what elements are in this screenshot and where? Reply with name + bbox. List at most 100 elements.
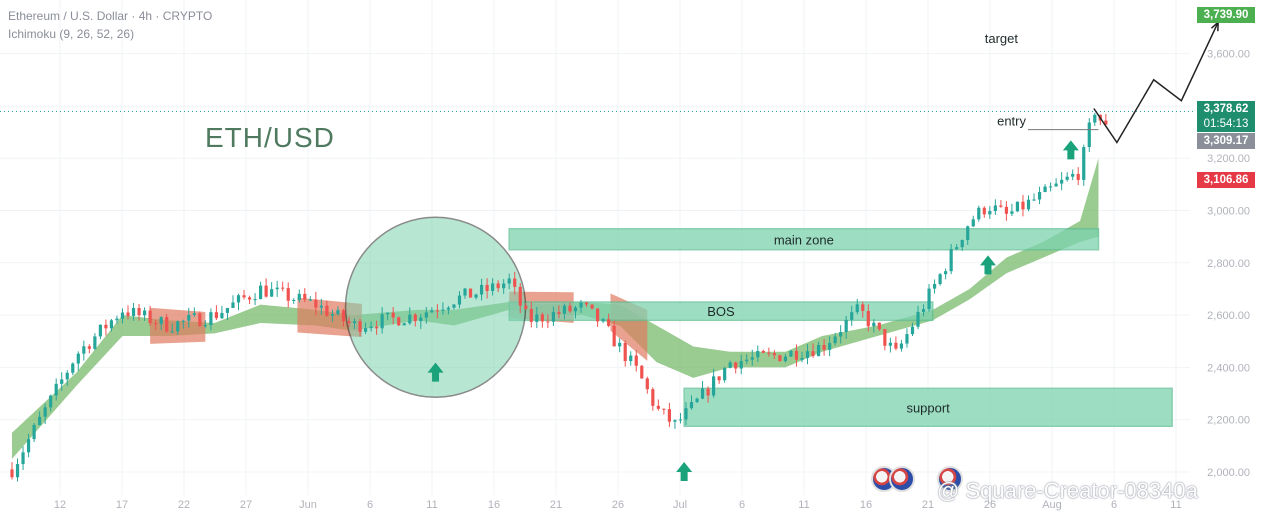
y-tick-label: 2,800.00 [1207,258,1250,270]
x-tick-label: 21 [922,499,934,511]
candle-body [170,331,174,333]
candle-body [695,398,699,403]
y-tick-label: 3,600.00 [1207,49,1250,61]
candle-body [165,317,169,332]
candle-body [778,355,782,362]
candle-body [1004,206,1008,214]
x-tick-label: Jun [299,499,317,511]
candle-body [26,439,31,453]
x-tick-label: 17 [116,499,128,511]
candle-body [1087,122,1091,148]
y-tick-label: 2,000.00 [1207,467,1250,479]
y-tick-label: 3,000.00 [1207,206,1250,218]
x-tick-label: 11 [1170,499,1181,511]
candle-body [678,419,683,421]
candle-body [717,376,721,381]
candle-body [154,323,158,325]
trade-setup: target entry [0,21,1219,144]
zone-box [683,387,1173,427]
candle-body [54,383,58,396]
candle-body [811,351,815,357]
candle-body [673,420,677,422]
candle-body [397,317,401,326]
candle-body [971,219,975,227]
candle-body [363,328,368,332]
x-tick-label: Jul [673,499,687,511]
candle-body [993,205,997,212]
candle-body [816,345,821,357]
candle-body [297,293,301,300]
candle-body [794,350,799,360]
candle-body [988,211,992,215]
candle-body [308,299,312,301]
candle-body [855,304,859,313]
candle-body [629,355,633,362]
candle-body [513,278,517,287]
candle-body [181,320,185,322]
candle-body [612,325,616,347]
candle-body [645,378,649,390]
candle-body [535,314,539,322]
candle-body [888,342,892,346]
candle-body [15,464,20,478]
candle-body [281,287,285,289]
candle-body [479,284,484,295]
candle-body [109,320,114,329]
chart-title[interactable]: Ethereum / U.S. Dollar · 4h · CRYPTO [8,9,213,23]
candle-body [861,304,865,311]
candle-body [540,314,544,322]
candle-body [529,308,533,322]
candle-body [667,409,672,422]
candle-body [805,351,810,358]
candle-body [524,305,528,309]
candle-body [651,389,655,406]
candle-body [640,365,644,379]
candle-body [236,295,241,303]
watermark: @ Square-Creator-08340a [937,478,1198,503]
candle-body [104,324,108,329]
candle-body [573,307,578,312]
candle-body [1093,114,1097,123]
candle-body [595,308,600,322]
candle-body [286,288,290,301]
candle-body [977,207,981,220]
candle-body [634,355,638,366]
candle-body [319,305,323,308]
candle-body [833,336,837,344]
candle-body [1071,173,1075,177]
candle-body [1104,120,1108,125]
candle-body [375,326,379,329]
candle-body [905,334,909,344]
candle-body [927,288,931,310]
candle-body [944,271,948,275]
candle-body [21,452,25,465]
time-axis[interactable]: 12 17 22 27 Jun 6 11 16 21 26 Jul 6 11 16 21 26 Aug 6 11 [54,499,1182,511]
candle-body [347,321,351,324]
candle-body [507,278,511,284]
candle-body [750,357,754,360]
candle-body [656,405,660,409]
x-tick-label: 12 [54,499,66,511]
x-tick-label: 26 [612,499,624,511]
candle-body [220,312,224,319]
countdown-badge: 01:54:13 [1197,116,1255,132]
candle-body [839,332,843,337]
candle-body [336,310,340,315]
candle-body [745,359,749,362]
candle-body [1015,201,1020,212]
candle-body [982,207,986,215]
candle-body [231,302,235,308]
zone-label: BOS [707,304,735,319]
zone-label: support [906,400,950,415]
y-tick-label: 2,200.00 [1207,415,1250,427]
indicator-label[interactable]: Ichimoku (9, 26, 52, 26) [8,27,135,41]
candle-body [910,326,915,335]
candle-body [49,395,53,408]
candle-body [1065,176,1069,180]
candle-body [689,402,694,409]
candle-body [457,295,462,305]
arrows [427,140,1079,481]
x-tick-label: 22 [178,499,190,511]
candle-body [435,310,439,312]
